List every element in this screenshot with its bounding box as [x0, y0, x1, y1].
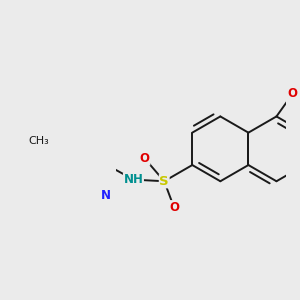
Text: O: O: [140, 152, 150, 165]
Text: O: O: [288, 87, 298, 100]
Text: O: O: [169, 201, 179, 214]
Text: N: N: [100, 188, 111, 202]
Text: NH: NH: [124, 173, 143, 186]
Text: S: S: [159, 175, 169, 188]
Text: CH₃: CH₃: [28, 136, 49, 146]
